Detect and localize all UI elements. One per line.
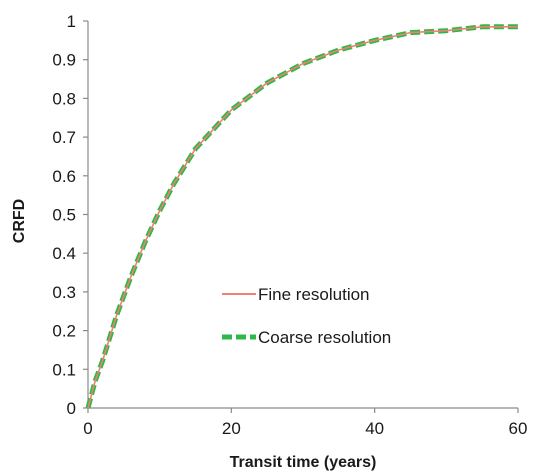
x-tick-label: 60 (509, 419, 528, 438)
y-tick-label: 0.7 (52, 128, 76, 147)
series-line-fine-resolution (87, 25, 518, 409)
y-tick-label: 0.6 (52, 167, 76, 186)
legend-label-coarse-resolution: Coarse resolution (258, 328, 391, 347)
x-tick-label: 0 (83, 419, 92, 438)
series-layer (85, 24, 518, 409)
x-axis-title: Transit time (years) (230, 454, 377, 471)
y-tick-label: 0.2 (52, 322, 76, 341)
y-tick-label: 1 (67, 12, 76, 31)
y-tick-label: 0.4 (52, 244, 76, 263)
y-axis-title: CRFD (11, 199, 28, 243)
y-tick-label: 0.5 (52, 206, 76, 225)
x-ticks: 0 20 40 60 (83, 408, 527, 438)
y-tick-label: 0.3 (52, 283, 76, 302)
legend: Fine resolution Coarse resolution (222, 285, 391, 347)
y-tick-label: 0.8 (52, 89, 76, 108)
x-tick-label: 40 (365, 419, 384, 438)
y-tick-label: 0 (67, 399, 76, 418)
y-tick-label: 0.1 (52, 360, 76, 379)
y-ticks: 0 0.1 0.2 0.3 0.4 0.5 0.6 0.7 0.8 0.9 1 (52, 12, 88, 418)
series-line-coarse-resolution (85, 24, 518, 409)
legend-label-fine-resolution: Fine resolution (258, 285, 370, 304)
axes (87, 21, 518, 409)
y-tick-label: 0.9 (52, 51, 76, 70)
x-tick-label: 20 (222, 419, 241, 438)
